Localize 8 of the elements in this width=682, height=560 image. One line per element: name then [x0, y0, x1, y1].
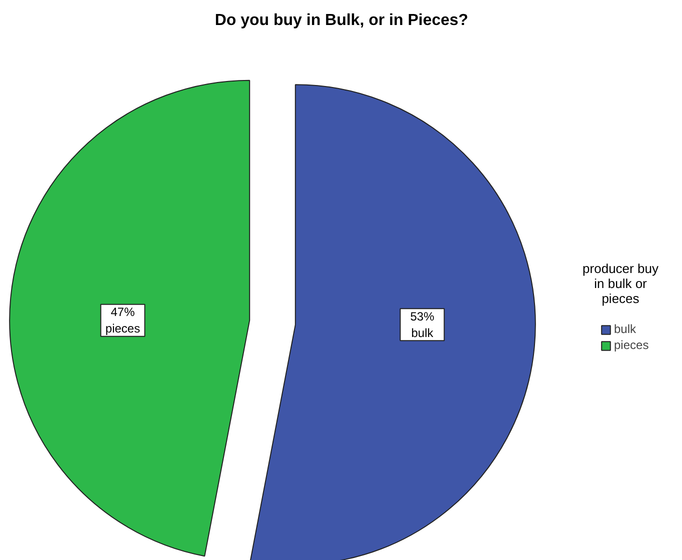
- legend-title: producer buy in bulk or pieces: [582, 261, 659, 306]
- chart-title: Do you buy in Bulk, or in Pieces?: [214, 12, 468, 29]
- legend-label: pieces: [614, 338, 649, 352]
- slice-label: pieces: [105, 322, 140, 336]
- data-label: 53%: [410, 309, 435, 324]
- legend-label: bulk: [614, 322, 636, 336]
- data-label: 47%: [110, 304, 136, 319]
- slice-label: bulk: [411, 326, 434, 340]
